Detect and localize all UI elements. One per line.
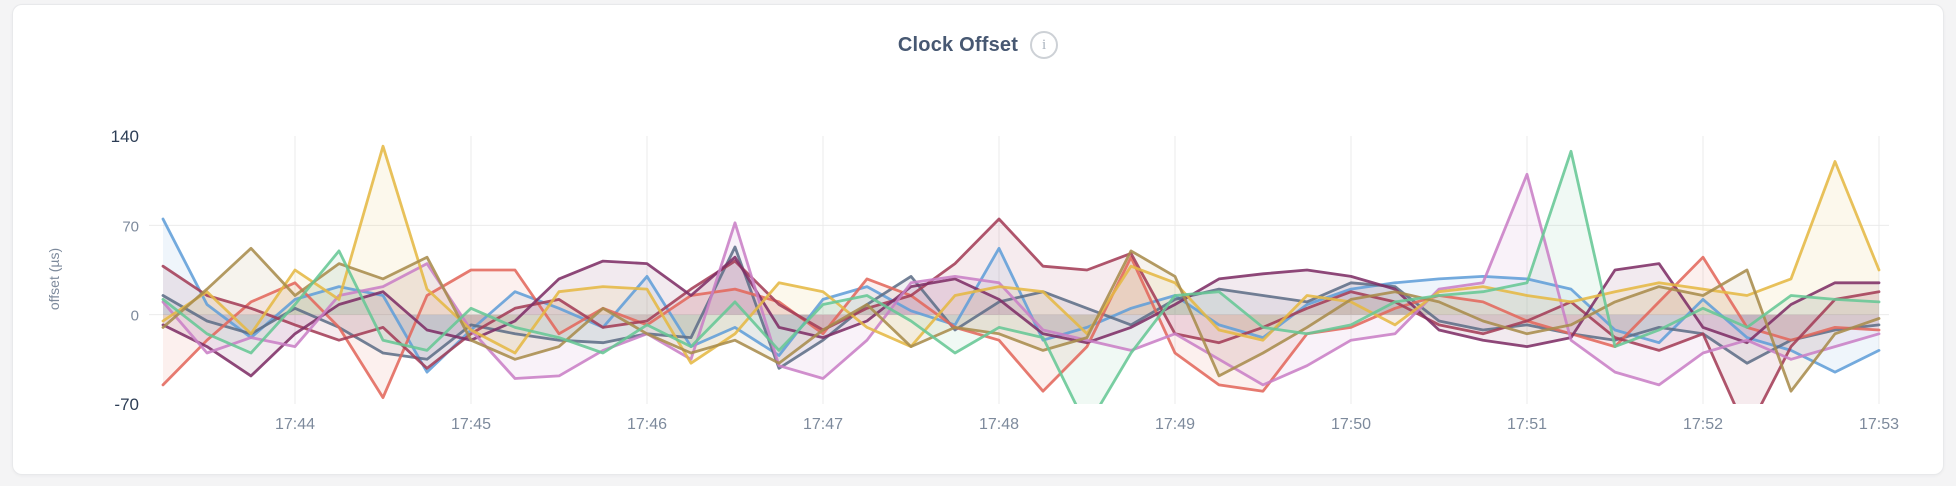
x-tick-17:44: 17:44	[275, 416, 315, 433]
y-axis-label: offset (µs)	[46, 248, 62, 310]
series-gold-line[interactable]	[161, 144, 1881, 365]
info-icon-glyph: i	[1042, 36, 1047, 53]
x-tick-17:49: 17:49	[1155, 416, 1195, 433]
x-tick-17:50: 17:50	[1331, 416, 1371, 433]
series-green-line[interactable]	[161, 149, 1881, 427]
series-lines	[161, 144, 1881, 432]
x-tick-17:45: 17:45	[451, 416, 491, 433]
series-olive-fill	[163, 248, 1879, 392]
series-slate-line[interactable]	[161, 245, 1881, 370]
clock-offset-chart[interactable]: 140 70 0 -70 offset (µs) 17:44 17:45 17:46 17:47…	[13, 89, 1943, 461]
x-axis: 17:44 17:45 17:46 17:47 17:48 17:49 17:50 17:51…	[275, 416, 1899, 433]
x-tick-17:53: 17:53	[1859, 416, 1899, 433]
series-olive-line[interactable]	[161, 246, 1881, 393]
x-tick-17:52: 17:52	[1683, 416, 1723, 433]
x-tick-17:47: 17:47	[803, 416, 843, 433]
series-crimson-line[interactable]	[161, 217, 1881, 432]
y-tick-0: 0	[131, 308, 139, 325]
y-tick--70: -70	[114, 395, 139, 414]
series-crimson-fill	[163, 219, 1879, 404]
x-tick-17:51: 17:51	[1507, 416, 1547, 433]
y-tick-140: 140	[111, 127, 139, 146]
chart-header: Clock Offset i	[13, 31, 1943, 59]
series-gold-fill	[163, 146, 1879, 364]
series-plum-line[interactable]	[161, 255, 1881, 378]
y-axis: 140 70 0 -70 offset (µs)	[46, 127, 139, 414]
series-red-fill	[163, 257, 1879, 398]
x-tick-17:48: 17:48	[979, 416, 1019, 433]
y-tick-70: 70	[122, 218, 139, 235]
series-orchid-fill	[163, 174, 1879, 385]
info-icon[interactable]: i	[1030, 31, 1059, 59]
chart-title: Clock Offset	[897, 33, 1019, 56]
chart-card: Clock Offset i 140 70 0 -70 offset (µs) 17:44…	[12, 4, 1944, 475]
series-red-line[interactable]	[161, 255, 1881, 400]
x-tick-17:46: 17:46	[627, 416, 667, 433]
